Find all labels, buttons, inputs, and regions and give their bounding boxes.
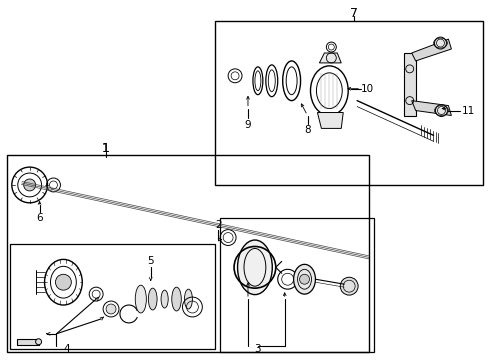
Circle shape: [340, 277, 357, 295]
Text: 3: 3: [254, 344, 261, 354]
Bar: [220, 218, 373, 352]
Circle shape: [435, 105, 447, 117]
Circle shape: [106, 304, 116, 314]
Polygon shape: [317, 113, 343, 129]
Bar: [10, 244, 215, 349]
Ellipse shape: [148, 288, 157, 310]
Text: 7: 7: [349, 7, 357, 20]
Ellipse shape: [184, 289, 192, 309]
Text: 8: 8: [304, 125, 310, 135]
Text: 6: 6: [36, 213, 43, 223]
Text: 1: 1: [102, 142, 110, 155]
Text: 2: 2: [214, 220, 221, 230]
Ellipse shape: [171, 287, 181, 311]
Text: 11: 11: [461, 105, 474, 116]
Polygon shape: [319, 53, 341, 63]
Circle shape: [299, 274, 309, 284]
Bar: [7, 155, 368, 352]
Polygon shape: [411, 39, 450, 61]
Text: 9: 9: [244, 121, 251, 130]
Polygon shape: [403, 53, 415, 116]
Text: 1: 1: [102, 142, 110, 155]
Ellipse shape: [293, 264, 315, 294]
Circle shape: [434, 37, 446, 49]
Bar: [17, 339, 39, 345]
Ellipse shape: [161, 290, 168, 308]
Text: 10: 10: [360, 84, 373, 94]
Circle shape: [24, 179, 36, 191]
Ellipse shape: [135, 285, 146, 313]
Ellipse shape: [36, 339, 41, 345]
Polygon shape: [411, 100, 450, 116]
Ellipse shape: [237, 240, 272, 294]
Text: 5: 5: [147, 256, 154, 266]
Text: 4: 4: [63, 344, 70, 354]
Circle shape: [55, 274, 71, 290]
Bar: [215, 21, 482, 185]
